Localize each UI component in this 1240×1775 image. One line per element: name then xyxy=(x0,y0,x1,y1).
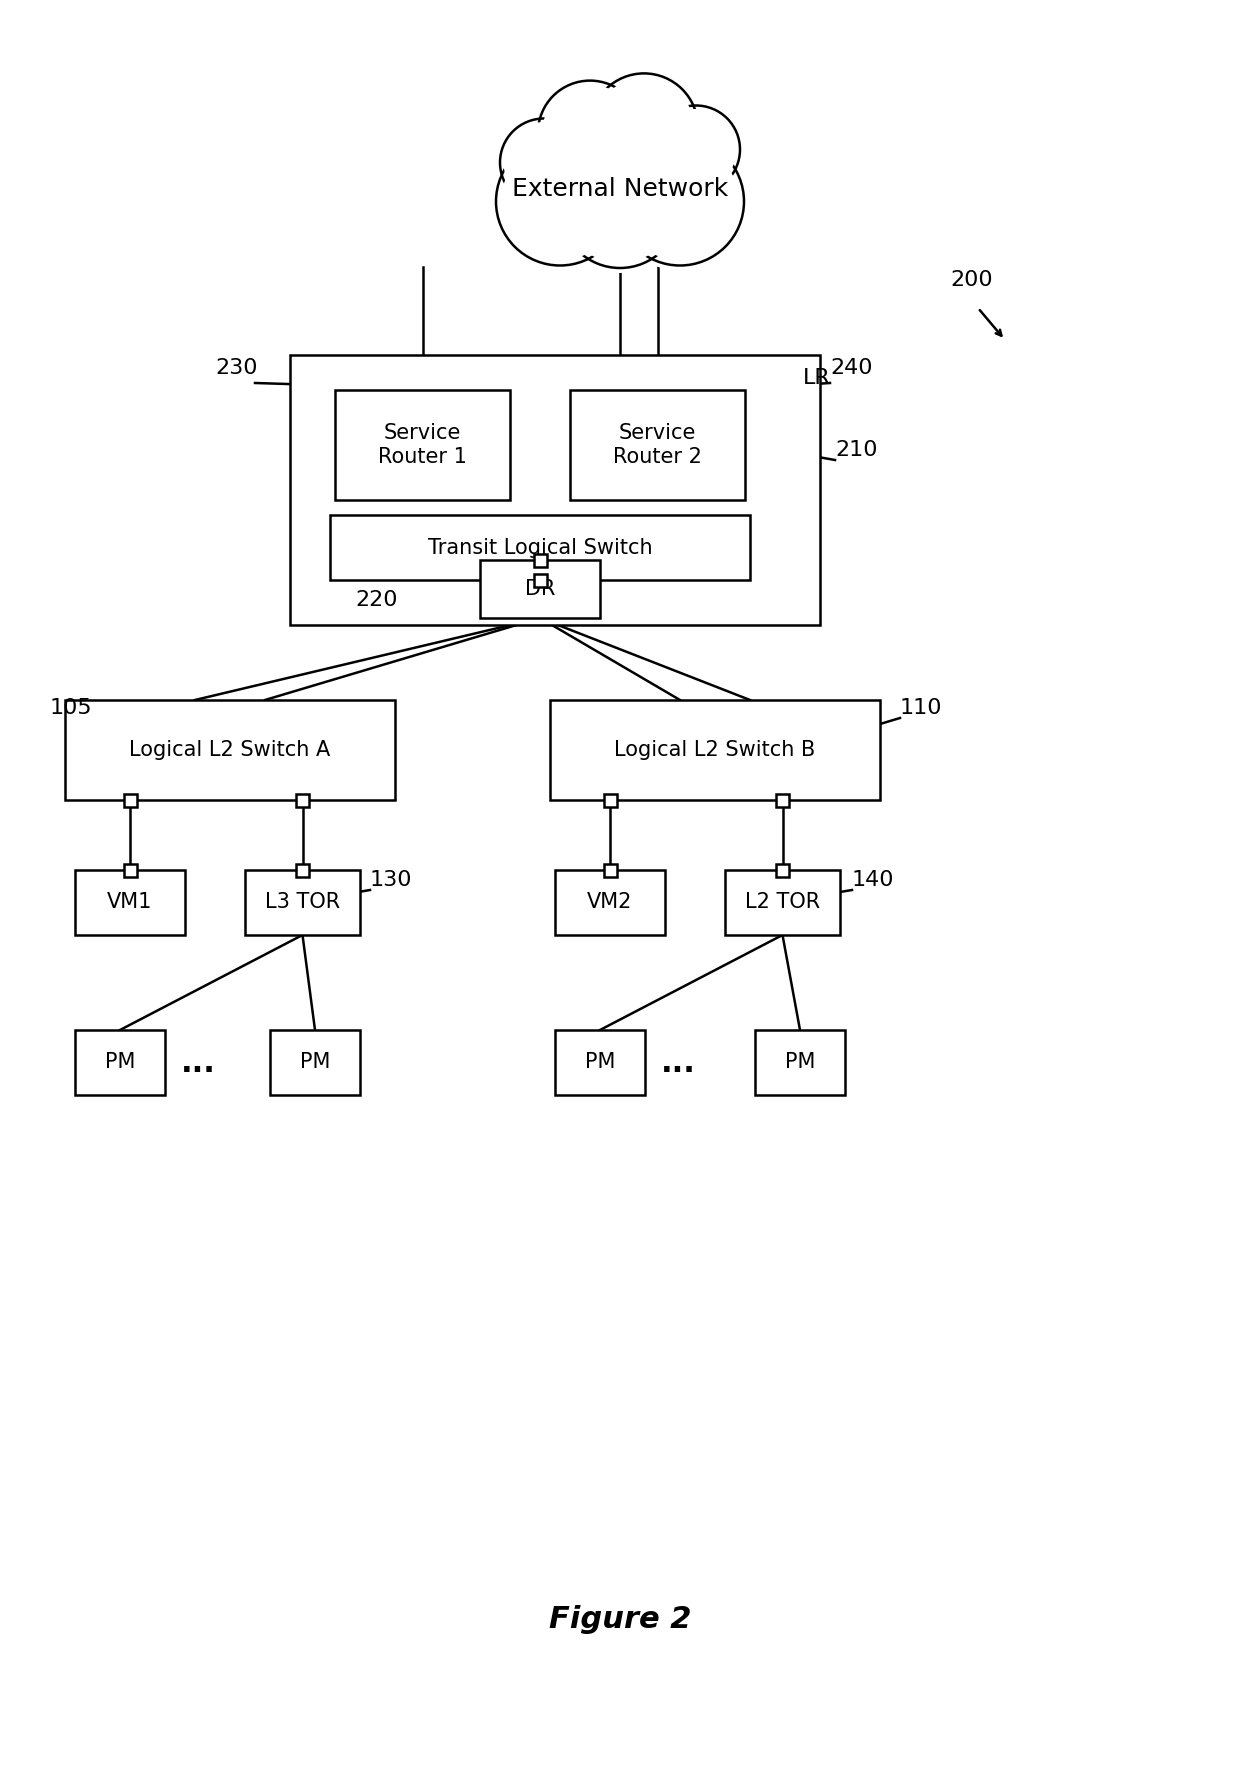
Text: 140: 140 xyxy=(852,870,894,889)
Text: DR: DR xyxy=(525,579,556,598)
Bar xyxy=(330,515,750,580)
Bar xyxy=(776,793,789,806)
Bar xyxy=(296,793,309,806)
Bar xyxy=(74,870,185,935)
Text: ...: ... xyxy=(661,1049,696,1077)
Bar xyxy=(725,870,839,935)
Circle shape xyxy=(616,137,744,266)
Text: ...: ... xyxy=(181,1049,216,1077)
Circle shape xyxy=(560,147,680,268)
Circle shape xyxy=(652,105,740,193)
Bar xyxy=(335,390,510,501)
Bar xyxy=(556,870,665,935)
Text: VM2: VM2 xyxy=(588,893,632,912)
Circle shape xyxy=(560,147,680,268)
Text: Service
Router 2: Service Router 2 xyxy=(613,424,702,467)
Bar xyxy=(290,355,820,625)
Text: 220: 220 xyxy=(355,589,398,611)
Bar xyxy=(64,699,396,801)
Circle shape xyxy=(656,108,737,190)
Bar xyxy=(124,863,136,877)
Circle shape xyxy=(560,147,680,268)
Text: 240: 240 xyxy=(830,359,873,378)
Text: 110: 110 xyxy=(900,698,942,719)
Circle shape xyxy=(496,137,624,266)
Circle shape xyxy=(621,142,739,261)
Circle shape xyxy=(538,80,642,185)
Bar xyxy=(296,863,309,877)
Circle shape xyxy=(538,80,642,185)
Bar xyxy=(533,554,547,566)
Circle shape xyxy=(564,153,676,263)
Text: L2 TOR: L2 TOR xyxy=(745,893,820,912)
Bar xyxy=(604,793,616,806)
Bar xyxy=(246,870,360,935)
Bar xyxy=(604,863,616,877)
Bar xyxy=(556,1030,645,1095)
Circle shape xyxy=(500,119,588,206)
Circle shape xyxy=(616,137,744,266)
Circle shape xyxy=(503,122,584,202)
Bar xyxy=(270,1030,360,1095)
Bar xyxy=(124,793,136,806)
Text: PM: PM xyxy=(585,1053,615,1072)
Text: External Network: External Network xyxy=(512,176,728,201)
Text: 230: 230 xyxy=(215,359,258,378)
Text: 105: 105 xyxy=(50,698,93,719)
Circle shape xyxy=(616,137,744,266)
Circle shape xyxy=(500,119,588,206)
Text: PM: PM xyxy=(785,1053,815,1072)
Text: Logical L2 Switch B: Logical L2 Switch B xyxy=(614,740,816,760)
Circle shape xyxy=(590,73,698,181)
Text: VM1: VM1 xyxy=(108,893,153,912)
Circle shape xyxy=(590,73,698,181)
Bar xyxy=(74,1030,165,1095)
Circle shape xyxy=(590,73,698,181)
Text: L3 TOR: L3 TOR xyxy=(265,893,340,912)
Bar xyxy=(755,1030,844,1095)
Bar xyxy=(776,863,789,877)
Circle shape xyxy=(542,85,637,181)
Circle shape xyxy=(652,105,740,193)
Circle shape xyxy=(500,119,588,206)
Text: 210: 210 xyxy=(835,440,878,460)
Circle shape xyxy=(652,105,740,193)
Text: Transit Logical Switch: Transit Logical Switch xyxy=(428,538,652,557)
Text: PM: PM xyxy=(300,1053,330,1072)
Text: Service
Router 1: Service Router 1 xyxy=(378,424,467,467)
Circle shape xyxy=(496,137,624,266)
Text: 200: 200 xyxy=(950,270,993,289)
Text: LR: LR xyxy=(804,367,831,389)
Circle shape xyxy=(538,80,642,185)
Circle shape xyxy=(496,137,624,266)
Bar xyxy=(480,559,600,618)
Circle shape xyxy=(501,142,619,261)
Text: Logical L2 Switch A: Logical L2 Switch A xyxy=(129,740,331,760)
Text: PM: PM xyxy=(105,1053,135,1072)
Text: Figure 2: Figure 2 xyxy=(549,1606,691,1635)
Bar xyxy=(570,390,745,501)
Bar xyxy=(551,699,880,801)
Circle shape xyxy=(594,78,693,178)
Text: 130: 130 xyxy=(370,870,413,889)
Bar xyxy=(533,573,547,586)
